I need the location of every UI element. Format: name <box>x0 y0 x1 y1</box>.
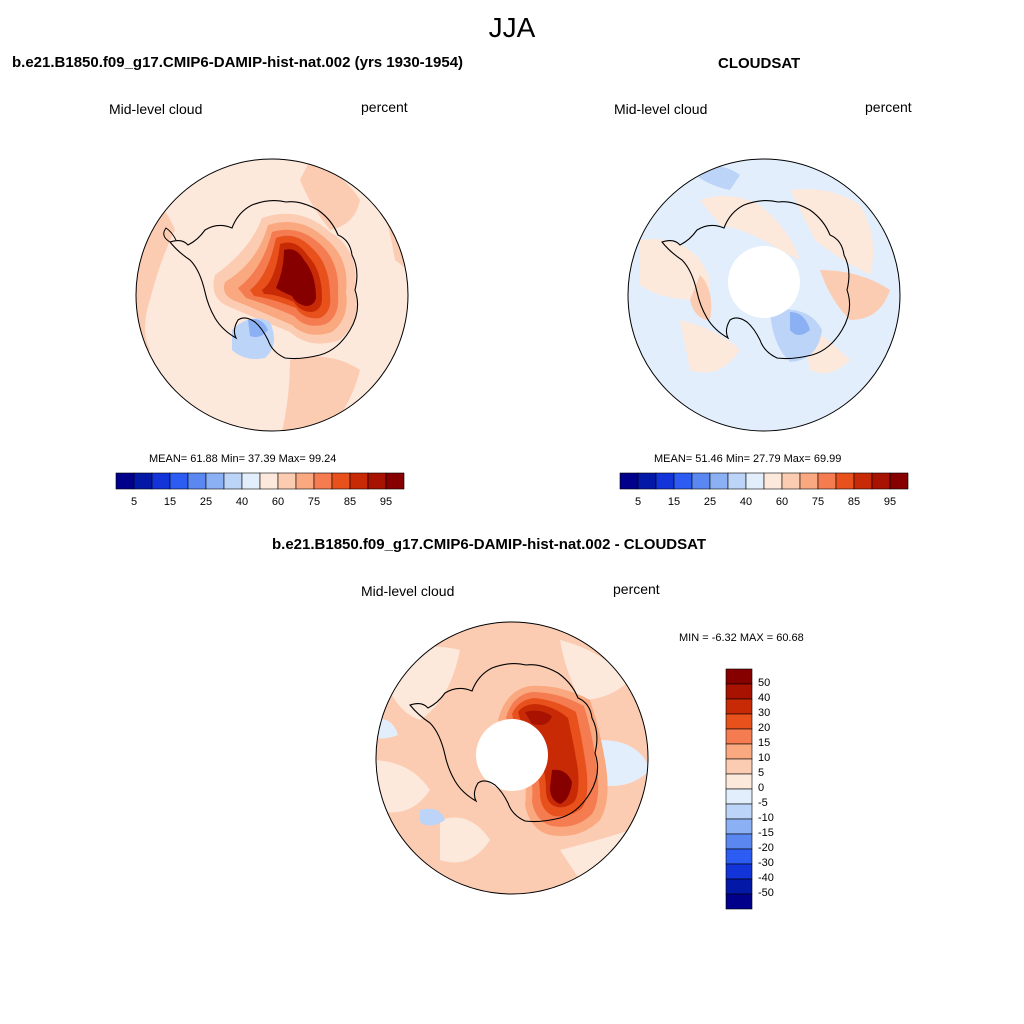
colorbar-swatch <box>133 472 153 490</box>
colorbar-tick-label: -5 <box>758 797 768 809</box>
panel1-map <box>135 158 409 432</box>
panel1-stats: MEAN= 61.88 Min= 37.39 Max= 99.24 <box>149 453 337 465</box>
colorbar-swatch <box>241 472 261 490</box>
colorbar-swatch <box>725 773 753 790</box>
panel1-title: b.e21.B1850.f09_g17.CMIP6-DAMIP-hist-nat… <box>12 54 464 71</box>
colorbar-tick-label: 40 <box>235 496 249 508</box>
colorbar-tick-label: 40 <box>739 496 753 508</box>
colorbar-swatch <box>313 472 333 490</box>
colorbar-swatch <box>709 472 729 490</box>
panel2-stats: MEAN= 51.46 Min= 27.79 Max= 69.99 <box>654 453 842 465</box>
colorbar-tick-label: 15 <box>163 496 177 508</box>
colorbar-swatch <box>725 848 753 865</box>
colorbar-tick-label: 15 <box>667 496 681 508</box>
colorbar-swatch <box>725 863 753 880</box>
colorbar-swatch <box>367 472 387 490</box>
colorbar-tick-label: 5 <box>130 496 138 508</box>
colorbar-tick-label: 50 <box>758 677 771 689</box>
colorbar-tick-label: 10 <box>758 752 771 764</box>
colorbar-tick-label: -10 <box>758 812 774 824</box>
colorbar-swatch <box>725 683 753 700</box>
colorbar-swatch <box>725 713 753 730</box>
colorbar-tick-label: 15 <box>758 737 771 749</box>
panel2-right-label: percent <box>865 99 912 115</box>
colorbar-swatch <box>223 472 243 490</box>
panel2-map <box>627 158 901 432</box>
panel2-colorbar <box>619 472 909 490</box>
panel3-left-label: Mid-level cloud <box>361 583 455 599</box>
colorbar-swatch <box>725 833 753 850</box>
colorbar-swatch <box>187 472 207 490</box>
colorbar-swatch <box>169 472 189 490</box>
panel3-title: b.e21.B1850.f09_g17.CMIP6-DAMIP-hist-nat… <box>272 536 706 553</box>
colorbar-tick-label: -15 <box>758 827 774 839</box>
colorbar-tick-label: 85 <box>343 496 357 508</box>
colorbar-tick-label: 40 <box>758 692 771 704</box>
colorbar-swatch <box>889 472 909 490</box>
colorbar-swatch <box>725 758 753 775</box>
colorbar-swatch <box>725 698 753 715</box>
panel1-colorbar <box>115 472 405 490</box>
colorbar-tick-label: 5 <box>634 496 642 508</box>
colorbar-swatch <box>637 472 657 490</box>
colorbar-swatch <box>745 472 765 490</box>
colorbar-tick-label: 0 <box>758 782 765 794</box>
colorbar-tick-label: -40 <box>758 872 774 884</box>
colorbar-swatch <box>151 472 171 490</box>
colorbar-swatch <box>817 472 837 490</box>
colorbar-swatch <box>871 472 891 490</box>
colorbar-swatch <box>259 472 279 490</box>
colorbar-swatch <box>725 788 753 805</box>
figure-title: JJA <box>488 12 536 43</box>
colorbar-tick-label: 25 <box>199 496 213 508</box>
colorbar-swatch <box>295 472 315 490</box>
colorbar-swatch <box>763 472 783 490</box>
panel3-colorbar <box>725 668 753 910</box>
panel1-left-label: Mid-level cloud <box>109 101 203 117</box>
colorbar-tick-label: -30 <box>758 857 774 869</box>
colorbar-swatch <box>725 668 753 685</box>
colorbar-tick-label: 60 <box>271 496 285 508</box>
colorbar-tick-label: 95 <box>379 496 393 508</box>
panel3-right-label: percent <box>613 581 660 597</box>
colorbar-swatch <box>205 472 225 490</box>
colorbar-swatch <box>385 472 405 490</box>
colorbar-tick-label: 75 <box>307 496 321 508</box>
panel3-map <box>375 621 649 895</box>
colorbar-swatch <box>331 472 351 490</box>
colorbar-tick-label: 30 <box>758 707 771 719</box>
colorbar-swatch <box>799 472 819 490</box>
colorbar-swatch <box>725 803 753 820</box>
colorbar-tick-label: 75 <box>811 496 825 508</box>
colorbar-tick-label: 5 <box>758 767 765 779</box>
colorbar-swatch <box>655 472 675 490</box>
colorbar-swatch <box>781 472 801 490</box>
colorbar-swatch <box>673 472 693 490</box>
colorbar-swatch <box>691 472 711 490</box>
colorbar-swatch <box>725 893 753 910</box>
colorbar-tick-label: -20 <box>758 842 774 854</box>
colorbar-swatch <box>277 472 297 490</box>
colorbar-tick-label: 25 <box>703 496 717 508</box>
colorbar-swatch <box>115 472 135 490</box>
panel3-stats: MIN = -6.32 MAX = 60.68 <box>679 632 804 644</box>
panel2-left-label: Mid-level cloud <box>614 101 708 117</box>
panel2-title: CLOUDSAT <box>718 55 801 72</box>
panel1-right-label: percent <box>361 99 408 115</box>
colorbar-swatch <box>619 472 639 490</box>
colorbar-tick-label: 20 <box>758 722 771 734</box>
colorbar-swatch <box>727 472 747 490</box>
colorbar-tick-label: -50 <box>758 887 774 899</box>
colorbar-tick-label: 85 <box>847 496 861 508</box>
colorbar-tick-label: 95 <box>883 496 897 508</box>
colorbar-swatch <box>725 878 753 895</box>
colorbar-swatch <box>349 472 369 490</box>
colorbar-swatch <box>725 728 753 745</box>
colorbar-swatch <box>725 743 753 760</box>
colorbar-tick-label: 60 <box>775 496 789 508</box>
colorbar-swatch <box>853 472 873 490</box>
colorbar-swatch <box>725 818 753 835</box>
colorbar-swatch <box>835 472 855 490</box>
